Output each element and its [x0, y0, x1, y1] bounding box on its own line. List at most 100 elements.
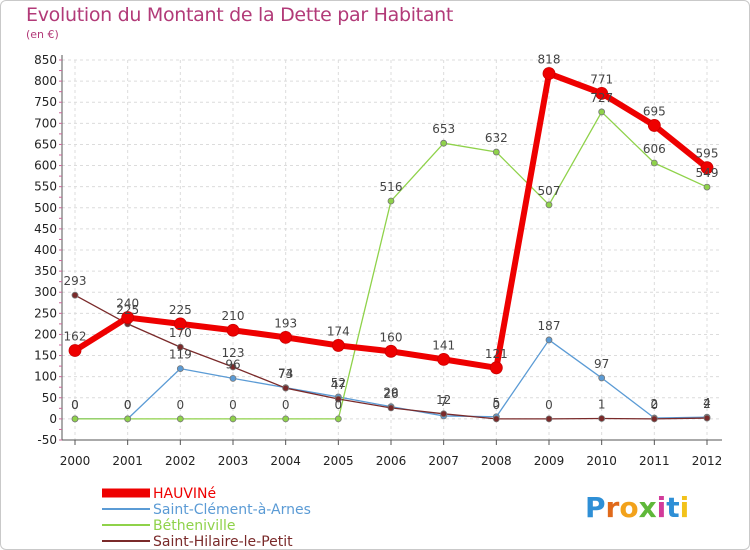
x-tick-label: 2010	[586, 454, 617, 468]
data-point-hauvine	[226, 323, 240, 337]
data-label-saint-hilaire-le-petit: 73	[278, 367, 293, 381]
y-tick-label: 700	[34, 116, 57, 130]
data-label-saint-clement-a-arnes: 29	[383, 386, 398, 400]
data-point-hauvine	[384, 344, 398, 358]
data-label-betheniville: 0	[282, 398, 290, 412]
data-point-betheniville	[124, 415, 132, 423]
data-point-saint-hilaire-le-petit	[229, 363, 237, 371]
data-label-saint-clement-a-arnes: 0	[71, 398, 79, 412]
data-label-betheniville: 549	[696, 166, 719, 180]
x-tick-label: 2012	[692, 454, 723, 468]
y-tick-label: 300	[34, 285, 57, 299]
data-point-betheniville	[545, 201, 553, 209]
y-tick-label: 750	[34, 95, 57, 109]
data-label-hauvine: 174	[327, 324, 350, 338]
data-label-betheniville: 0	[177, 398, 185, 412]
data-point-saint-clement-a-arnes	[229, 374, 237, 382]
data-label-saint-clement-a-arnes: 187	[538, 319, 561, 333]
data-label-saint-clement-a-arnes: 52	[331, 376, 346, 390]
data-label-saint-hilaire-le-petit: 2	[703, 397, 711, 411]
data-point-betheniville	[703, 183, 711, 191]
data-point-saint-hilaire-le-petit	[282, 384, 290, 392]
y-tick-label: 800	[34, 74, 57, 88]
data-label-saint-hilaire-le-petit: 47	[331, 378, 346, 392]
chart-title: Evolution du Montant de la Dette par Hab…	[26, 4, 454, 26]
x-tick-label: 2004	[270, 454, 301, 468]
data-point-saint-hilaire-le-petit	[334, 395, 342, 403]
y-tick-label: 50	[42, 391, 57, 405]
data-label-betheniville: 727	[590, 91, 613, 105]
data-point-saint-clement-a-arnes	[176, 365, 184, 373]
data-point-betheniville	[387, 197, 395, 205]
data-point-hauvine	[542, 67, 556, 80]
data-point-hauvine	[700, 161, 714, 175]
data-label-saint-hilaire-le-petit: 0	[651, 398, 659, 412]
data-label-saint-hilaire-le-petit: 12	[436, 393, 451, 407]
data-label-hauvine: 595	[696, 147, 719, 161]
x-tick-label: 2001	[112, 454, 143, 468]
data-label-hauvine: 240	[116, 297, 139, 311]
series-line-hauvine	[72, 70, 710, 371]
data-point-hauvine	[279, 330, 293, 344]
x-tick-label: 2006	[376, 454, 407, 468]
data-point-hauvine	[173, 317, 187, 331]
data-label-saint-hilaire-le-petit: 0	[545, 398, 553, 412]
x-tick-label: 2009	[534, 454, 565, 468]
x-tick-label: 2007	[428, 454, 459, 468]
data-label-hauvine: 141	[432, 338, 455, 352]
y-tick-label: 250	[34, 306, 57, 320]
data-point-betheniville	[229, 415, 237, 423]
data-label-saint-clement-a-arnes: 119	[169, 348, 192, 362]
x-tick-label: 2003	[218, 454, 249, 468]
legend-label-betheniville: Bétheniville	[153, 518, 236, 534]
data-point-hauvine	[647, 119, 661, 132]
data-point-saint-hilaire-le-petit	[703, 414, 711, 422]
data-label-hauvine: 162	[64, 329, 87, 343]
data-label-saint-hilaire-le-petit: 123	[222, 346, 245, 360]
data-point-saint-hilaire-le-petit	[545, 415, 553, 423]
data-point-hauvine	[437, 352, 451, 366]
data-label-hauvine: 818	[538, 53, 561, 67]
x-tick-label: 2005	[323, 454, 354, 468]
y-tick-label: 550	[34, 180, 57, 194]
y-tick-label: 350	[34, 264, 57, 278]
data-point-hauvine	[489, 361, 503, 375]
data-label-hauvine: 695	[643, 104, 666, 118]
y-tick-label: 150	[34, 349, 57, 363]
data-label-betheniville: 0	[71, 398, 79, 412]
y-tick-label: 650	[34, 137, 57, 151]
data-point-hauvine	[68, 344, 82, 357]
legend-label-saint-clement-a-arnes: Saint-Clément-à-Arnes	[153, 502, 311, 518]
data-label-betheniville: 0	[229, 398, 237, 412]
data-point-saint-clement-a-arnes	[598, 374, 606, 382]
data-point-hauvine	[595, 86, 609, 100]
data-label-hauvine: 121	[485, 347, 508, 361]
y-tick-label: 600	[34, 159, 57, 173]
chart-subtitle: (en €)	[26, 28, 59, 41]
y-tick-label: 100	[34, 370, 57, 384]
y-tick-label: 400	[34, 243, 57, 257]
data-point-hauvine	[121, 311, 135, 324]
y-tick-label: 200	[34, 327, 57, 341]
data-point-saint-hilaire-le-petit	[650, 415, 658, 423]
data-label-betheniville: 516	[380, 180, 403, 194]
data-label-saint-hilaire-le-petit: 293	[64, 274, 87, 288]
data-label-saint-clement-a-arnes: 7	[440, 395, 448, 409]
data-label-hauvine: 210	[222, 309, 245, 323]
data-label-saint-clement-a-arnes: 74	[278, 367, 293, 381]
y-tick-label: -50	[37, 433, 57, 447]
data-point-betheniville	[650, 159, 658, 167]
proxiti-logo: Proxiti	[585, 491, 689, 524]
data-point-saint-clement-a-arnes	[545, 336, 553, 344]
data-label-hauvine: 160	[380, 330, 403, 344]
y-tick-label: 450	[34, 222, 57, 236]
legend-label-saint-hilaire-le-petit: Saint-Hilaire-le-Petit	[153, 534, 293, 550]
data-point-betheniville	[598, 108, 606, 116]
x-tick-label: 2011	[639, 454, 670, 468]
data-point-saint-hilaire-le-petit	[176, 343, 184, 351]
data-point-betheniville	[282, 415, 290, 423]
y-tick-label: 500	[34, 201, 57, 215]
data-point-saint-hilaire-le-petit	[598, 415, 606, 422]
data-label-betheniville: 0	[124, 398, 132, 412]
data-label-betheniville: 632	[485, 131, 508, 145]
